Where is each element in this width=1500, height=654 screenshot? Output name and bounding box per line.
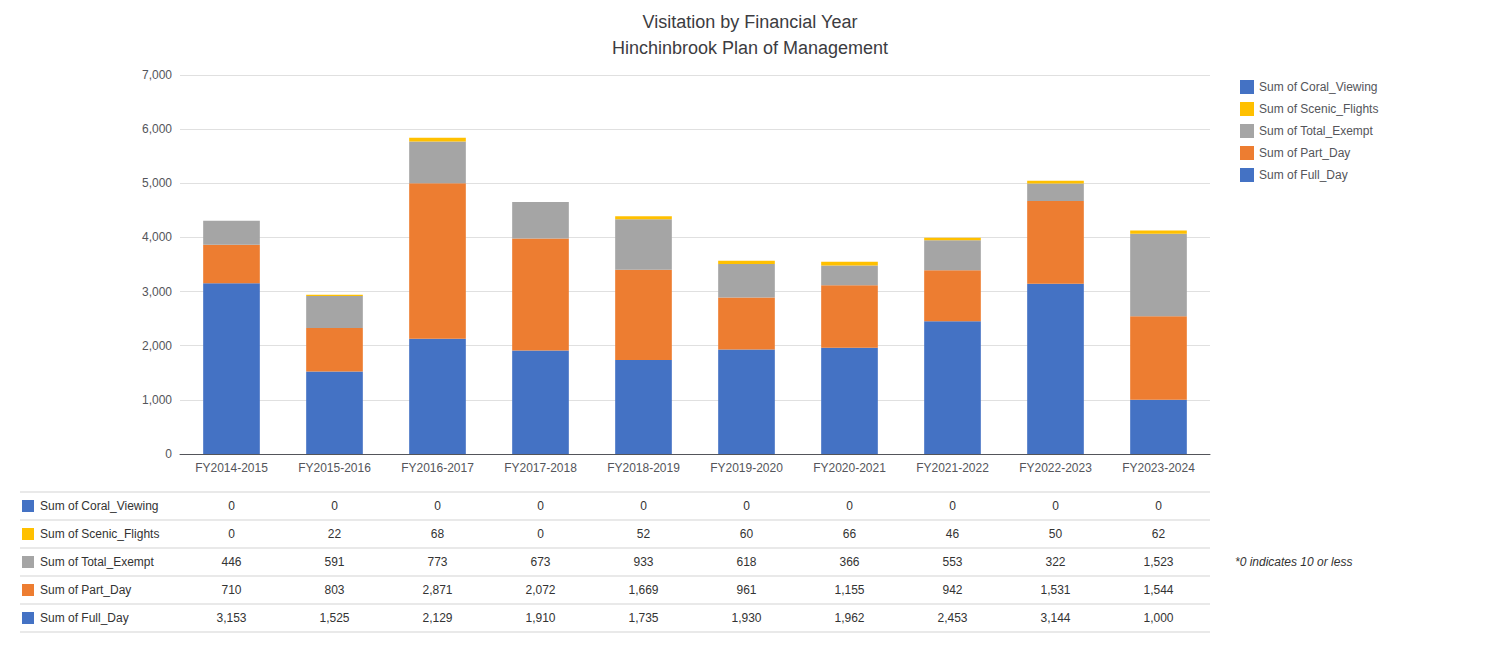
svg-text:673: 673 bbox=[530, 555, 550, 569]
svg-text:0: 0 bbox=[743, 499, 750, 513]
svg-text:0: 0 bbox=[331, 499, 338, 513]
svg-text:0: 0 bbox=[949, 499, 956, 513]
svg-text:1,544: 1,544 bbox=[1143, 583, 1173, 597]
svg-text:Visitation by Financial Year: Visitation by Financial Year bbox=[643, 12, 858, 32]
svg-text:1,735: 1,735 bbox=[628, 611, 658, 625]
svg-text:46: 46 bbox=[946, 527, 960, 541]
svg-text:60: 60 bbox=[740, 527, 754, 541]
svg-text:22: 22 bbox=[328, 527, 342, 541]
svg-text:961: 961 bbox=[736, 583, 756, 597]
svg-text:0: 0 bbox=[165, 447, 172, 461]
svg-text:591: 591 bbox=[324, 555, 344, 569]
svg-text:0: 0 bbox=[1155, 499, 1162, 513]
svg-text:366: 366 bbox=[839, 555, 859, 569]
svg-text:Sum of Total_Exempt: Sum of Total_Exempt bbox=[40, 555, 155, 569]
svg-text:Sum of Scenic_Flights: Sum of Scenic_Flights bbox=[40, 527, 159, 541]
svg-text:Sum of Coral_Viewing: Sum of Coral_Viewing bbox=[1259, 80, 1378, 94]
svg-text:5,000: 5,000 bbox=[142, 176, 172, 190]
svg-text:Sum of Full_Day: Sum of Full_Day bbox=[1259, 168, 1348, 182]
svg-text:553: 553 bbox=[942, 555, 962, 569]
svg-text:933: 933 bbox=[633, 555, 653, 569]
svg-text:FY2016-2017: FY2016-2017 bbox=[401, 461, 474, 475]
svg-text:2,000: 2,000 bbox=[142, 339, 172, 353]
svg-text:52: 52 bbox=[637, 527, 651, 541]
svg-text:2,871: 2,871 bbox=[422, 583, 452, 597]
svg-text:3,144: 3,144 bbox=[1040, 611, 1070, 625]
svg-text:446: 446 bbox=[221, 555, 241, 569]
svg-text:Hinchinbrook Plan of Managemen: Hinchinbrook Plan of Management bbox=[612, 38, 888, 58]
svg-text:0: 0 bbox=[228, 499, 235, 513]
svg-text:1,000: 1,000 bbox=[142, 393, 172, 407]
svg-text:2,129: 2,129 bbox=[422, 611, 452, 625]
svg-text:322: 322 bbox=[1045, 555, 1065, 569]
svg-text:FY2021-2022: FY2021-2022 bbox=[916, 461, 989, 475]
svg-text:1,523: 1,523 bbox=[1143, 555, 1173, 569]
svg-text:2,072: 2,072 bbox=[525, 583, 555, 597]
svg-text:1,525: 1,525 bbox=[319, 611, 349, 625]
svg-text:0: 0 bbox=[228, 527, 235, 541]
svg-text:942: 942 bbox=[942, 583, 962, 597]
svg-text:66: 66 bbox=[843, 527, 857, 541]
svg-text:0: 0 bbox=[846, 499, 853, 513]
svg-text:803: 803 bbox=[324, 583, 344, 597]
svg-text:Sum of Full_Day: Sum of Full_Day bbox=[40, 611, 129, 625]
svg-text:Sum of Part_Day: Sum of Part_Day bbox=[40, 583, 131, 597]
svg-text:4,000: 4,000 bbox=[142, 230, 172, 244]
svg-text:7,000: 7,000 bbox=[142, 68, 172, 82]
svg-text:1,155: 1,155 bbox=[834, 583, 864, 597]
svg-text:FY2018-2019: FY2018-2019 bbox=[607, 461, 680, 475]
svg-text:FY2020-2021: FY2020-2021 bbox=[813, 461, 886, 475]
svg-text:1,910: 1,910 bbox=[525, 611, 555, 625]
svg-text:6,000: 6,000 bbox=[142, 122, 172, 136]
svg-text:FY2022-2023: FY2022-2023 bbox=[1019, 461, 1092, 475]
svg-text:773: 773 bbox=[427, 555, 447, 569]
svg-text:Sum of Total_Exempt: Sum of Total_Exempt bbox=[1259, 124, 1374, 138]
svg-text:2,453: 2,453 bbox=[937, 611, 967, 625]
svg-text:618: 618 bbox=[736, 555, 756, 569]
svg-text:FY2023-2024: FY2023-2024 bbox=[1122, 461, 1195, 475]
svg-text:Sum of Scenic_Flights: Sum of Scenic_Flights bbox=[1259, 102, 1378, 116]
svg-text:62: 62 bbox=[1152, 527, 1166, 541]
svg-text:0: 0 bbox=[537, 499, 544, 513]
svg-text:Sum of Coral_Viewing: Sum of Coral_Viewing bbox=[40, 499, 159, 513]
svg-text:1,962: 1,962 bbox=[834, 611, 864, 625]
svg-text:0: 0 bbox=[640, 499, 647, 513]
svg-text:3,000: 3,000 bbox=[142, 285, 172, 299]
svg-text:FY2014-2015: FY2014-2015 bbox=[195, 461, 268, 475]
svg-text:FY2019-2020: FY2019-2020 bbox=[710, 461, 783, 475]
svg-text:1,531: 1,531 bbox=[1040, 583, 1070, 597]
svg-text:68: 68 bbox=[431, 527, 445, 541]
svg-text:0: 0 bbox=[1052, 499, 1059, 513]
svg-text:3,153: 3,153 bbox=[216, 611, 246, 625]
svg-text:0: 0 bbox=[537, 527, 544, 541]
svg-text:1,669: 1,669 bbox=[628, 583, 658, 597]
svg-text:FY2015-2016: FY2015-2016 bbox=[298, 461, 371, 475]
svg-text:710: 710 bbox=[221, 583, 241, 597]
svg-text:1,000: 1,000 bbox=[1143, 611, 1173, 625]
svg-text:1,930: 1,930 bbox=[731, 611, 761, 625]
svg-text:Sum of Part_Day: Sum of Part_Day bbox=[1259, 146, 1350, 160]
svg-text:0: 0 bbox=[434, 499, 441, 513]
svg-text:*0 indicates 10 or less: *0 indicates 10 or less bbox=[1235, 555, 1352, 569]
svg-text:FY2017-2018: FY2017-2018 bbox=[504, 461, 577, 475]
svg-text:50: 50 bbox=[1049, 527, 1063, 541]
